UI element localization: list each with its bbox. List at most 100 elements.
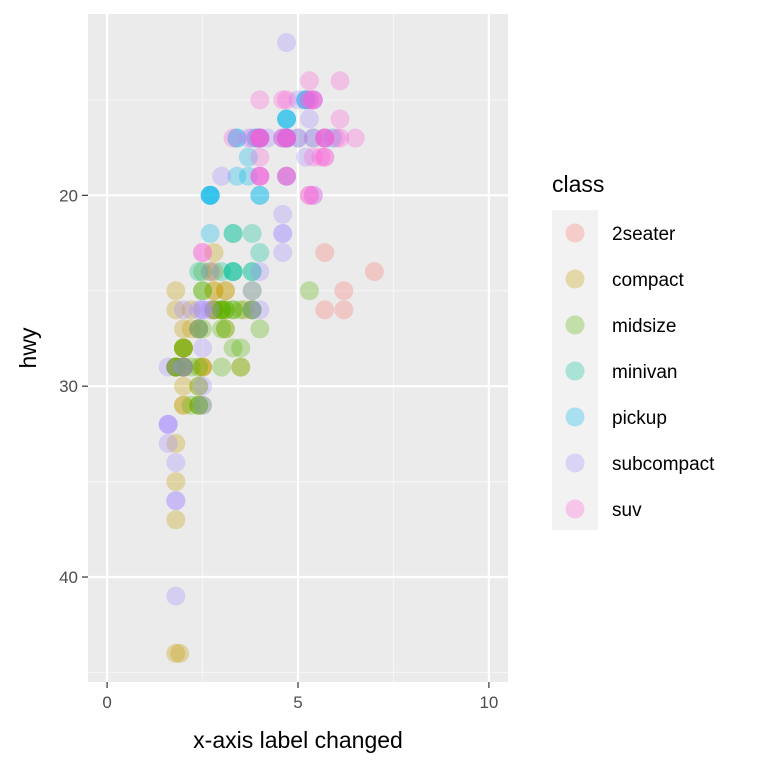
data-point-compact bbox=[215, 281, 235, 301]
data-point-midsize bbox=[193, 262, 213, 282]
data-point-compact bbox=[166, 510, 186, 530]
data-point-suv bbox=[330, 109, 350, 129]
data-point-suv bbox=[277, 166, 297, 186]
data-point-compact bbox=[173, 357, 193, 377]
data-point-minivan bbox=[242, 223, 262, 243]
data-point-midsize bbox=[189, 395, 209, 415]
data-point-pickup bbox=[277, 166, 297, 186]
legend-label-2seater: 2seater bbox=[612, 224, 676, 245]
data-point-subcompact bbox=[173, 300, 193, 320]
data-point-suv bbox=[277, 90, 297, 110]
data-point-suv bbox=[250, 147, 270, 167]
data-point-subcompact bbox=[303, 185, 323, 205]
data-point-suv bbox=[299, 185, 319, 205]
data-point-midsize bbox=[223, 300, 243, 320]
data-point-minivan bbox=[250, 243, 270, 263]
legend-key-compact bbox=[565, 269, 585, 289]
data-point-midsize bbox=[193, 281, 213, 301]
legend-key-suv bbox=[565, 499, 585, 519]
data-point-subcompact bbox=[299, 109, 319, 129]
data-point-pickup bbox=[200, 185, 220, 205]
data-point-compact bbox=[166, 472, 186, 492]
data-point-compact bbox=[235, 300, 255, 320]
data-point-subcompact bbox=[166, 586, 186, 606]
data-point-pickup bbox=[288, 128, 308, 148]
legend-key-background bbox=[552, 210, 598, 530]
data-point-minivan bbox=[223, 262, 243, 282]
data-point-midsize bbox=[166, 357, 186, 377]
data-point-midsize bbox=[212, 300, 232, 320]
data-point-subcompact bbox=[288, 90, 308, 110]
data-point-compact bbox=[181, 300, 201, 320]
y-tick-label: 40 bbox=[59, 568, 78, 587]
data-point-subcompact bbox=[242, 300, 262, 320]
legend-label-compact: compact bbox=[612, 270, 685, 291]
legend-key-2seater bbox=[565, 223, 585, 243]
data-point-compact bbox=[204, 300, 224, 320]
data-point-compact bbox=[170, 643, 190, 663]
data-point-pickup bbox=[277, 128, 297, 148]
data-point-minivan bbox=[189, 262, 209, 282]
data-point-subcompact bbox=[212, 166, 232, 186]
legend-label-minivan: minivan bbox=[612, 362, 677, 383]
major-gridlines bbox=[88, 14, 508, 682]
data-point-compact bbox=[189, 395, 209, 415]
data-point-compact bbox=[215, 300, 235, 320]
data-point-suv bbox=[315, 147, 335, 167]
data-point-compact bbox=[204, 300, 224, 320]
data-point-suv bbox=[223, 128, 243, 148]
y-axis: 20 30 40 bbox=[59, 186, 88, 587]
data-point-suv bbox=[288, 128, 308, 148]
data-point-suv bbox=[273, 90, 293, 110]
y-tick-label: 30 bbox=[59, 377, 78, 396]
data-point-pickup bbox=[200, 223, 220, 243]
legend-key-minivan bbox=[565, 361, 585, 381]
data-point-suv bbox=[315, 128, 335, 148]
data-point-compact bbox=[166, 357, 186, 377]
data-point-subcompact bbox=[273, 223, 293, 243]
data-point-suv bbox=[250, 90, 270, 110]
legend: class 2seater compact midsize minivan pickup… bbox=[552, 171, 715, 530]
data-point-compact bbox=[212, 300, 232, 320]
data-point-suv bbox=[277, 128, 297, 148]
data-point-suv bbox=[273, 128, 293, 148]
data-point-suv bbox=[277, 166, 297, 186]
data-point-minivan bbox=[212, 262, 232, 282]
data-point-midsize bbox=[189, 319, 209, 339]
data-point-suv bbox=[250, 128, 270, 148]
data-point-compact bbox=[166, 357, 186, 377]
data-point-suv bbox=[193, 243, 213, 263]
data-point-suv bbox=[250, 128, 270, 148]
data-point-suv bbox=[277, 128, 297, 148]
data-point-midsize bbox=[215, 319, 235, 339]
data-point-subcompact bbox=[200, 262, 220, 282]
y-tick-label: 20 bbox=[59, 186, 78, 205]
data-point-minivan bbox=[223, 223, 243, 243]
data-point-minivan bbox=[223, 262, 243, 282]
data-point-compact bbox=[189, 376, 209, 396]
data-point-subcompact bbox=[189, 319, 209, 339]
data-point-subcompact bbox=[303, 90, 323, 110]
data-point-compact bbox=[189, 319, 209, 339]
data-point-suv bbox=[315, 147, 335, 167]
data-point-subcompact bbox=[242, 281, 262, 301]
data-point-subcompact bbox=[257, 128, 277, 148]
data-point-subcompact bbox=[250, 166, 270, 186]
data-point-suv bbox=[273, 128, 293, 148]
data-point-suv bbox=[277, 128, 297, 148]
data-point-compact bbox=[173, 357, 193, 377]
data-point-compact bbox=[231, 357, 251, 377]
data-point-midsize bbox=[193, 281, 213, 301]
data-point-minivan bbox=[242, 262, 262, 282]
legend-label-pickup: pickup bbox=[612, 408, 667, 429]
data-point-suv bbox=[330, 128, 350, 148]
data-point-suv bbox=[250, 128, 270, 148]
data-point-pickup bbox=[238, 166, 258, 186]
data-point-pickup bbox=[200, 185, 220, 205]
data-point-compact bbox=[193, 357, 213, 377]
data-point-midsize bbox=[189, 376, 209, 396]
legend-title: class bbox=[552, 171, 604, 197]
data-point-pickup bbox=[200, 185, 220, 205]
data-point-2seater bbox=[334, 300, 354, 320]
legend-label-midsize: midsize bbox=[612, 316, 676, 337]
